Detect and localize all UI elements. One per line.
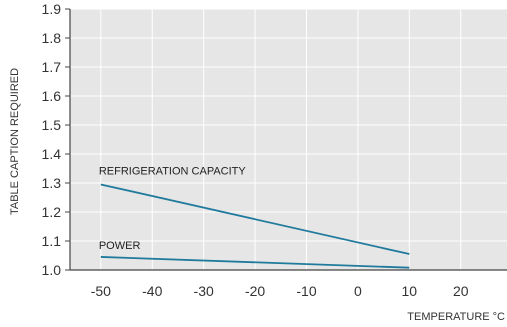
series-line-2 [100, 256, 410, 269]
x-tick-label: -30 [194, 283, 214, 299]
series-label-1: REFRIGERATION CAPACITY [99, 165, 247, 177]
y-tick-label: 1.1 [42, 233, 62, 249]
y-tick-label: 1.5 [42, 117, 62, 133]
series-line-1 [100, 183, 410, 255]
y-tick-label: 1.3 [42, 175, 62, 191]
y-axis-title: TABLE CAPTION REQUIRED [9, 68, 21, 215]
y-tick-label: 1.6 [42, 88, 62, 104]
series-labels: REFRIGERATION CAPACITY POWER [99, 165, 247, 252]
y-tick-label: 1.9 [42, 1, 62, 17]
y-tick-label: 1.7 [42, 59, 62, 75]
axes [65, 8, 507, 271]
series-lines [100, 183, 410, 269]
gridlines [70, 8, 507, 270]
x-axis-title: TEMPERATURE °C [407, 311, 505, 323]
y-tick-label: 1.8 [42, 30, 62, 46]
x-tick-label: -40 [142, 283, 162, 299]
y-tick-labels: 1.0 1.1 1.2 1.3 1.4 1.5 1.6 1.7 1.8 1.9 [42, 1, 62, 278]
x-tick-label: 0 [354, 283, 362, 299]
y-tick-label: 1.2 [42, 204, 62, 220]
y-tick-label: 1.0 [42, 262, 62, 278]
x-tick-label: 20 [453, 283, 469, 299]
x-tick-labels: -50 -40 -30 -20 -10 0 10 20 [91, 283, 469, 299]
series-label-2: POWER [99, 240, 141, 252]
x-tick-label: 10 [402, 283, 418, 299]
x-tick-label: -10 [296, 283, 316, 299]
x-tick-label: -50 [91, 283, 111, 299]
y-tick-label: 1.4 [42, 146, 62, 162]
plot-background [70, 9, 507, 270]
x-tick-label: -20 [245, 283, 265, 299]
